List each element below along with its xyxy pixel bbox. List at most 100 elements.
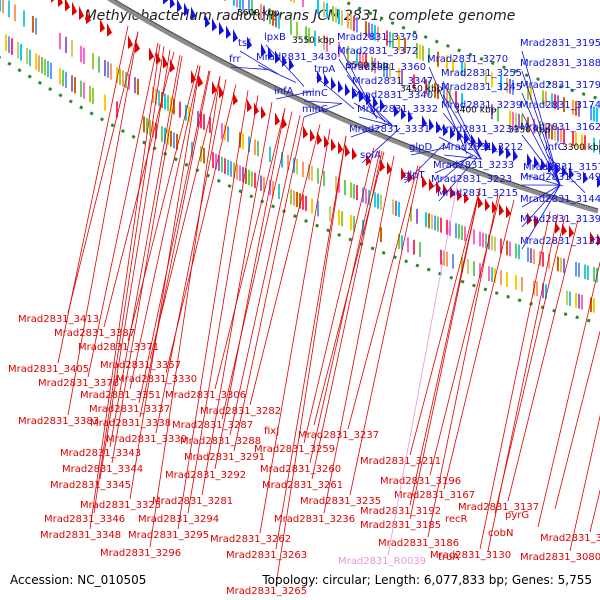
- gene-connector: [442, 80, 482, 160]
- reverse-gene-label: Mrad2831_3325: [80, 500, 161, 511]
- gene-connector: [303, 147, 375, 444]
- gene-arrow: [450, 126, 455, 139]
- forward-gene-label: Mrad2831_3340: [352, 90, 433, 101]
- reverse-gene-label: Mrad2831_3337: [89, 404, 170, 415]
- gene-connector: [57, 25, 129, 364]
- gene-arrow: [485, 139, 490, 152]
- reverse-gene-label: Mrad2831_3281: [152, 496, 233, 507]
- gene-connector: [315, 76, 355, 110]
- gene-arrow: [79, 5, 84, 21]
- inner-cog-track: [5, 34, 595, 313]
- gene-connector: [507, 219, 579, 502]
- gene-arrow: [226, 25, 231, 39]
- gene-connector: [438, 157, 478, 202]
- gene-connector: [311, 150, 383, 480]
- gene-arrow: [310, 128, 315, 142]
- forward-gene-label: Mrad2831_3347: [352, 76, 433, 87]
- gene-connector: [275, 135, 347, 586]
- gene-connector: [428, 66, 468, 154]
- gene-arrow: [51, 0, 55, 3]
- gene-connector: [233, 117, 305, 452]
- gene-arrow: [555, 221, 560, 234]
- reverse-gene-label: Mrad2831_3235: [300, 496, 381, 507]
- reverse-gene-label: Mrad2831_3137: [458, 502, 539, 513]
- gene-connector: [67, 31, 139, 416]
- gene-arrow: [72, 1, 77, 16]
- gene-arrow: [443, 183, 448, 197]
- gene-connector: [353, 88, 393, 126]
- reverse-gene-label: Mrad2831_3291: [184, 452, 265, 463]
- gene-arrow: [338, 79, 343, 93]
- gene-connector: [201, 102, 273, 496]
- kbp-tick-label: 3450 kbp: [400, 84, 443, 94]
- accession-label: Accession: NC_010505: [10, 573, 147, 587]
- gene-connector: [521, 92, 561, 186]
- reverse-gene-label: Mrad2831_3348: [40, 530, 121, 541]
- reverse-gene-label: Mrad2831_3287: [172, 420, 253, 431]
- gene-arrow: [373, 95, 378, 109]
- forward-gene-label: Mrad2831_3255: [441, 68, 522, 79]
- gene-arrow: [191, 6, 196, 21]
- gene-connector: [442, 94, 482, 160]
- gene-arrow: [86, 10, 91, 25]
- gene-connector: [353, 102, 393, 126]
- reverse-gene-label: Mrad2831_3236: [274, 514, 355, 525]
- gene-arrow: [429, 178, 434, 191]
- gene-connector: [524, 174, 564, 187]
- gene-connector: [409, 188, 481, 456]
- reverse-gene-label: Mrad2831_3306: [165, 390, 246, 401]
- reverse-gene-track: [51, 0, 600, 247]
- gene-connector: [275, 135, 347, 550]
- gene-arrow: [443, 123, 448, 137]
- gene-arrow: [275, 112, 280, 126]
- gene-connector: [432, 154, 472, 188]
- forward-gene-label: Mrad2831_3360: [345, 62, 426, 73]
- reverse-gene-label: Mrad2831_3196: [380, 476, 461, 487]
- gene-arrow: [191, 70, 196, 84]
- reverse-gene-label: Mrad2831_3185: [360, 520, 441, 531]
- gene-arrow: [569, 225, 574, 239]
- gene-connector: [546, 154, 586, 193]
- gene-arrow: [478, 195, 483, 209]
- gene-connector: [521, 184, 561, 228]
- gene-connector: [323, 155, 395, 514]
- reverse-gene-label: Mrad2831_3351: [80, 390, 161, 401]
- reverse-gene-label: Mrad2831_3265: [226, 586, 307, 597]
- gene-arrow: [597, 233, 600, 247]
- gene-arrow: [233, 28, 238, 43]
- gene-connector: [346, 74, 386, 123]
- gene-arrow: [233, 91, 238, 106]
- gene-connector: [404, 144, 444, 184]
- gene-connector: [443, 199, 515, 490]
- forward-gene-label: Mrad2831_3215: [437, 188, 518, 199]
- gene-connector: [259, 128, 331, 534]
- gene-arrow: [212, 81, 217, 95]
- gene-arrow: [394, 103, 399, 117]
- reverse-gene-label: Mrad2831_3211: [360, 456, 441, 467]
- gene-arrow: [331, 76, 336, 90]
- gene-connector: [494, 215, 566, 514]
- gene-arrow: [65, 0, 70, 12]
- reverse-gene-label: Mrad2831_3296: [100, 548, 181, 559]
- gene-arrow: [128, 35, 133, 50]
- forward-gene-label: Mrad2831_3270: [427, 54, 508, 65]
- forward-gene-label: minC: [302, 104, 328, 115]
- gene-connector: [387, 180, 459, 556]
- gene-connector: [521, 112, 561, 186]
- gene-connector: [249, 124, 321, 406]
- forward-gene-label: Mrad2831_3233: [433, 160, 514, 171]
- gene-arrow: [597, 175, 600, 188]
- gene-arrow: [562, 164, 567, 178]
- gene-arrow: [261, 105, 266, 120]
- gene-connector: [93, 46, 165, 514]
- forward-gene-label: infA: [274, 86, 294, 97]
- forward-gene-label: Mrad2831_3239: [441, 100, 522, 111]
- gene-arrow: [562, 223, 567, 236]
- kbp-tick-label: 3600 kbp: [237, 8, 280, 18]
- gene-connector: [214, 108, 286, 470]
- gene-arrow: [198, 73, 203, 88]
- kbp-tick-label: 3300 kbp: [562, 143, 600, 153]
- gene-connector: [554, 330, 600, 510]
- gene-arrow: [492, 200, 497, 214]
